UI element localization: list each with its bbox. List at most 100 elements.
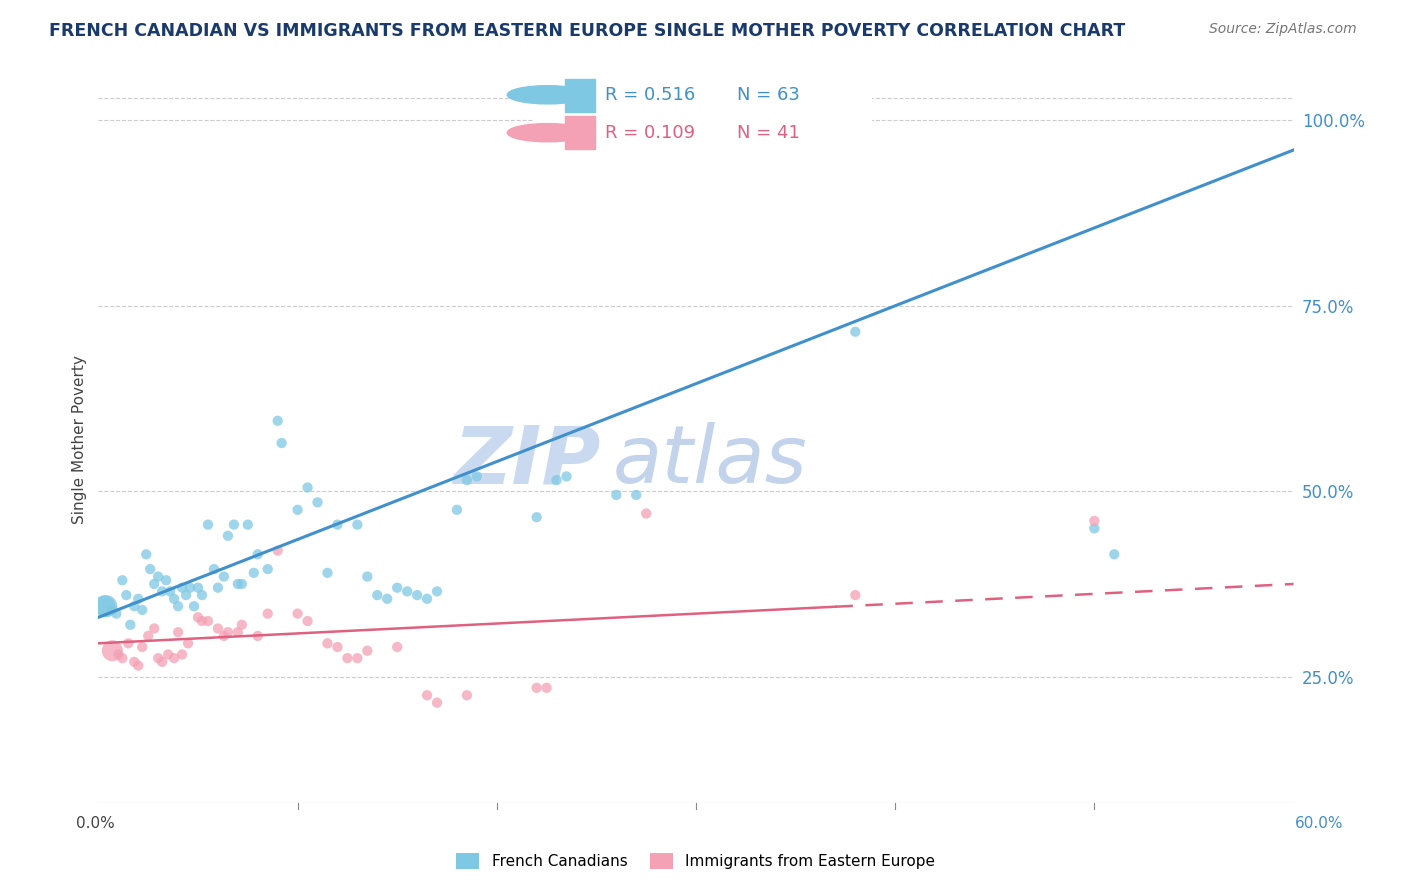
- Point: [526, 510, 548, 524]
- Point: [267, 543, 290, 558]
- Point: [179, 581, 201, 595]
- Point: [139, 562, 162, 576]
- Text: R = 0.516: R = 0.516: [605, 86, 696, 103]
- Point: [356, 569, 378, 583]
- Point: [804, 139, 827, 153]
- Bar: [565, 116, 595, 149]
- Point: [385, 640, 409, 654]
- Point: [326, 517, 349, 532]
- Point: [231, 577, 253, 591]
- Point: [212, 629, 235, 643]
- Point: [236, 517, 259, 532]
- Point: [844, 588, 866, 602]
- Point: [222, 517, 245, 532]
- Point: [626, 488, 648, 502]
- Point: [150, 655, 173, 669]
- Point: [316, 636, 339, 650]
- Text: 60.0%: 60.0%: [1295, 816, 1343, 830]
- Point: [159, 584, 181, 599]
- Text: FRENCH CANADIAN VS IMMIGRANTS FROM EASTERN EUROPE SINGLE MOTHER POVERTY CORRELAT: FRENCH CANADIAN VS IMMIGRANTS FROM EASTE…: [49, 22, 1125, 40]
- Point: [197, 614, 219, 628]
- Point: [456, 473, 478, 487]
- Point: [307, 495, 329, 509]
- Point: [148, 569, 170, 583]
- Point: [226, 577, 249, 591]
- Text: N = 41: N = 41: [737, 124, 800, 142]
- Point: [1083, 521, 1105, 535]
- Point: [526, 681, 548, 695]
- Point: [1083, 514, 1105, 528]
- Point: [416, 591, 439, 606]
- Text: ZIP: ZIP: [453, 422, 600, 500]
- Point: [101, 644, 124, 658]
- Point: [131, 640, 153, 654]
- Point: [231, 617, 253, 632]
- Point: [172, 648, 194, 662]
- Point: [101, 603, 124, 617]
- Point: [636, 507, 658, 521]
- Point: [143, 577, 166, 591]
- Point: [536, 681, 558, 695]
- Point: [167, 625, 190, 640]
- Point: [111, 651, 134, 665]
- Point: [385, 581, 409, 595]
- Point: [356, 644, 378, 658]
- Circle shape: [508, 86, 588, 103]
- Point: [785, 120, 807, 135]
- Point: [187, 581, 209, 595]
- Point: [163, 651, 186, 665]
- Point: [212, 569, 235, 583]
- Y-axis label: Single Mother Poverty: Single Mother Poverty: [72, 355, 87, 524]
- Point: [155, 574, 177, 588]
- Point: [605, 488, 627, 502]
- Point: [177, 636, 200, 650]
- Point: [207, 622, 229, 636]
- Point: [297, 614, 319, 628]
- Point: [202, 562, 225, 576]
- Text: N = 63: N = 63: [737, 86, 800, 103]
- Point: [456, 688, 478, 702]
- Point: [267, 414, 290, 428]
- Point: [96, 599, 118, 614]
- Point: [375, 591, 398, 606]
- Point: [107, 648, 129, 662]
- Point: [297, 481, 319, 495]
- Point: [246, 629, 269, 643]
- Text: 0.0%: 0.0%: [76, 816, 115, 830]
- Point: [346, 517, 368, 532]
- Point: [287, 503, 309, 517]
- Point: [336, 651, 359, 665]
- Point: [127, 591, 149, 606]
- Point: [256, 562, 278, 576]
- Point: [120, 617, 142, 632]
- Point: [148, 651, 170, 665]
- Point: [226, 625, 249, 640]
- Point: [174, 588, 197, 602]
- Point: [844, 325, 866, 339]
- Point: [131, 603, 153, 617]
- Point: [287, 607, 309, 621]
- Text: Source: ZipAtlas.com: Source: ZipAtlas.com: [1209, 22, 1357, 37]
- Point: [136, 629, 159, 643]
- Point: [124, 599, 146, 614]
- Point: [197, 517, 219, 532]
- Point: [143, 622, 166, 636]
- Point: [115, 588, 138, 602]
- Point: [217, 625, 239, 640]
- Bar: [565, 78, 595, 112]
- Point: [243, 566, 266, 580]
- Point: [246, 547, 269, 561]
- Point: [127, 658, 149, 673]
- Circle shape: [508, 124, 588, 142]
- Point: [93, 599, 115, 614]
- Point: [1104, 547, 1126, 561]
- Point: [172, 581, 194, 595]
- Text: R = 0.109: R = 0.109: [605, 124, 696, 142]
- Point: [465, 469, 488, 483]
- Point: [426, 696, 449, 710]
- Point: [183, 599, 205, 614]
- Point: [217, 529, 239, 543]
- Point: [191, 614, 214, 628]
- Point: [150, 584, 173, 599]
- Point: [207, 581, 229, 595]
